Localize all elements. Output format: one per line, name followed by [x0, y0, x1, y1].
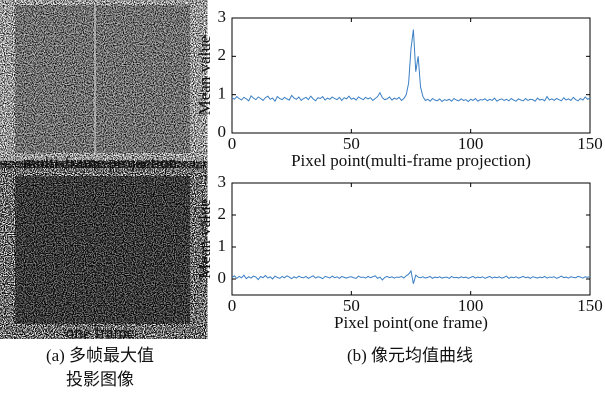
- x-tick-label: 0: [228, 296, 237, 315]
- figure: multi-frame projection one frame (a) 多帧最…: [0, 0, 605, 397]
- x-tick-label: 0: [228, 134, 237, 153]
- data-line: [232, 30, 590, 102]
- data-line: [232, 271, 590, 284]
- y-tick-label: 0: [218, 268, 227, 287]
- x-tick-label: 150: [577, 296, 603, 315]
- y-tick-label: 0: [218, 122, 227, 141]
- panel-caption: 投影图像: [66, 370, 134, 389]
- y-axis-label: Mean value: [195, 199, 214, 279]
- y-tick-label: 3: [218, 172, 227, 191]
- y-axis-label: Mean value: [195, 36, 214, 116]
- noise-image: [15, 176, 190, 324]
- target-streak: [94, 5, 96, 153]
- plot-box: [232, 18, 590, 133]
- x-axis-label: Pixel point(one frame): [334, 313, 488, 332]
- noise-image: [15, 5, 190, 153]
- x-tick-label: 150: [577, 134, 603, 153]
- y-tick-label: 2: [218, 204, 227, 223]
- x-axis-label: Pixel point(multi-frame projection): [291, 151, 531, 170]
- panel-caption: (a) 多帧最大值: [46, 346, 154, 365]
- y-tick-label: 2: [218, 45, 227, 64]
- y-tick-label: 1: [218, 84, 227, 103]
- y-tick-label: 3: [218, 7, 227, 26]
- y-tick-label: 1: [218, 236, 227, 255]
- image-caption: one frame: [66, 323, 134, 342]
- image-caption: multi-frame projection: [23, 153, 178, 172]
- panel-caption: (b) 像元均值曲线: [347, 346, 473, 365]
